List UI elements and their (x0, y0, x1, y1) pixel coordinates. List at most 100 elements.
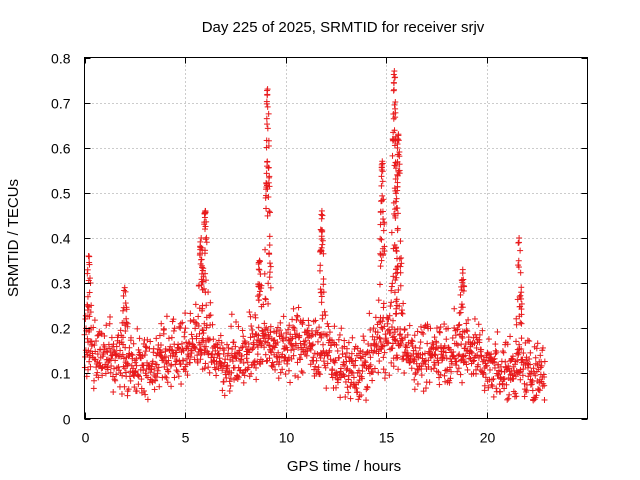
y-tick-label: 0.7 (51, 96, 71, 112)
data-point (534, 340, 541, 347)
data-point (163, 313, 170, 320)
data-point (541, 373, 548, 380)
data-point (135, 372, 142, 379)
data-point (173, 367, 180, 374)
data-point (179, 319, 186, 326)
data-point (195, 313, 202, 320)
data-point (254, 351, 261, 358)
data-point (301, 341, 308, 348)
data-point (264, 86, 271, 93)
data-point (108, 363, 115, 370)
data-point (323, 385, 330, 392)
data-point (165, 368, 172, 375)
data-point (414, 366, 421, 373)
data-point (434, 345, 441, 352)
data-point (394, 137, 401, 144)
data-point (210, 336, 217, 343)
data-point (463, 327, 470, 334)
data-point (333, 342, 340, 349)
data-point (188, 347, 195, 354)
data-point (411, 332, 418, 339)
data-point (352, 357, 359, 364)
data-point (195, 282, 202, 289)
data-point (394, 158, 401, 165)
data-point (224, 341, 231, 348)
data-point (111, 376, 118, 383)
data-point (475, 361, 482, 368)
data-point (457, 371, 464, 378)
data-point (123, 319, 130, 326)
data-point (196, 252, 203, 259)
data-point (119, 307, 126, 314)
data-point (267, 263, 274, 270)
data-point (520, 350, 527, 357)
data-point (379, 168, 386, 175)
data-points (81, 68, 548, 404)
data-point (122, 300, 129, 307)
data-point (399, 310, 406, 317)
data-point (256, 359, 263, 366)
data-point (400, 300, 407, 307)
data-point (501, 376, 508, 383)
data-point (370, 325, 377, 332)
data-point (512, 373, 519, 380)
data-point (381, 323, 388, 330)
data-point (264, 158, 271, 165)
data-point (295, 374, 302, 381)
data-point (390, 273, 397, 280)
data-point (376, 358, 383, 365)
data-point (106, 320, 113, 327)
data-point (246, 349, 253, 356)
data-point (156, 383, 163, 390)
data-point (276, 327, 283, 334)
data-point (505, 362, 512, 369)
data-point (392, 99, 399, 106)
data-point (201, 226, 208, 233)
data-point (376, 319, 383, 326)
data-point (397, 331, 404, 338)
data-point (232, 343, 239, 350)
data-point (471, 315, 478, 322)
data-point (264, 212, 271, 219)
data-point (532, 372, 539, 379)
data-point (240, 333, 247, 340)
data-point (433, 325, 440, 332)
data-point (288, 341, 295, 348)
data-point (332, 357, 339, 364)
data-point (228, 352, 235, 359)
data-point (108, 334, 115, 341)
data-point (248, 370, 255, 377)
data-point (502, 358, 509, 365)
data-point (332, 372, 339, 379)
data-point (411, 376, 418, 383)
data-point (101, 332, 108, 339)
data-point (187, 310, 194, 317)
data-point (354, 388, 361, 395)
data-point (354, 345, 361, 352)
data-point (431, 334, 438, 341)
data-point (273, 342, 280, 349)
data-point (240, 379, 247, 386)
data-point (378, 198, 385, 205)
data-point (384, 340, 391, 347)
data-point (380, 300, 387, 307)
data-point (399, 337, 406, 344)
data-point (527, 349, 534, 356)
data-point (119, 372, 126, 379)
data-point (479, 327, 486, 334)
data-point (343, 345, 350, 352)
data-point (454, 342, 461, 349)
data-point (267, 284, 274, 291)
data-point (266, 274, 273, 281)
data-point (517, 319, 524, 326)
data-point (428, 366, 435, 373)
data-point (371, 336, 378, 343)
data-point (519, 372, 526, 379)
data-point (106, 345, 113, 352)
data-point (91, 317, 98, 324)
data-point (161, 325, 168, 332)
data-point (293, 316, 300, 323)
data-point (294, 359, 301, 366)
data-point (362, 359, 369, 366)
data-point (384, 320, 391, 327)
